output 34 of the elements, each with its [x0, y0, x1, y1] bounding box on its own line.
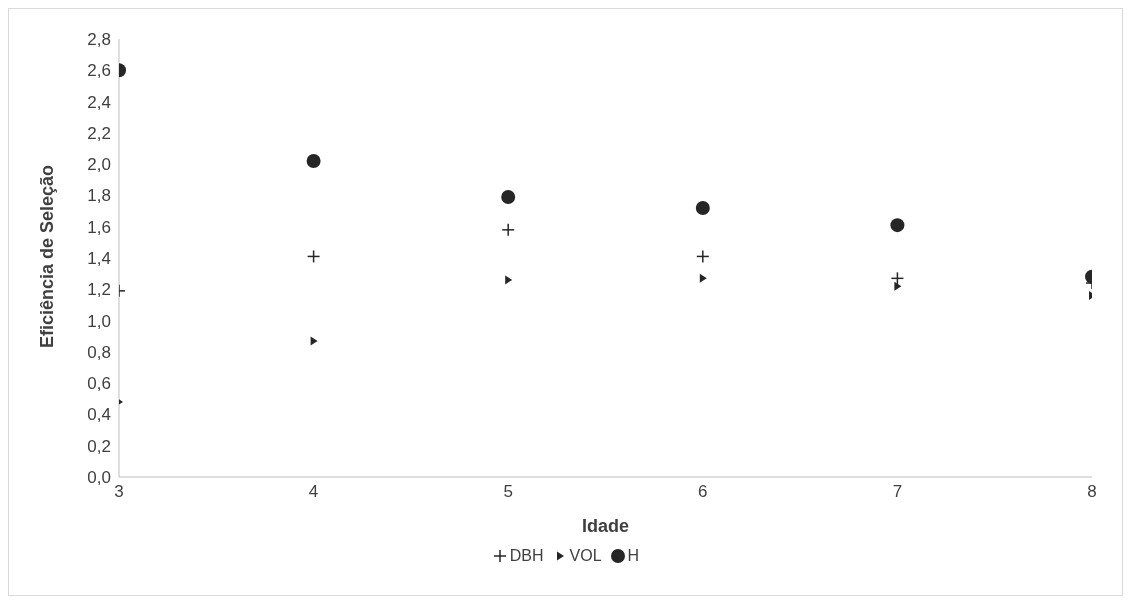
x-tick-label: 7 — [892, 482, 903, 502]
point — [894, 281, 902, 291]
y-tick-label: 1,8 — [87, 186, 111, 206]
y-tick-label: 2,8 — [87, 30, 111, 50]
point — [890, 218, 905, 233]
point — [501, 189, 516, 204]
x-tick-label: 5 — [503, 482, 513, 502]
y-tick-label: 1,2 — [87, 280, 111, 300]
legend-label: VOL — [569, 547, 602, 565]
y-axis-title: Eficiência de Seleção — [37, 164, 58, 348]
legend-label: H — [627, 547, 640, 565]
x-tick-label: 3 — [114, 482, 124, 502]
point — [505, 275, 513, 285]
point — [699, 273, 707, 283]
point — [695, 200, 710, 215]
y-tick-label: 0,4 — [87, 405, 111, 425]
x-tick-label: 4 — [308, 482, 319, 502]
y-tick-label: 0,8 — [87, 342, 111, 362]
y-tick-label: 1,6 — [87, 217, 111, 237]
y-tick-label: 0,6 — [87, 374, 111, 394]
point — [306, 154, 321, 169]
y-tick-label: 0,0 — [87, 468, 111, 488]
x-tick-label: 6 — [698, 482, 708, 502]
y-tick-label: 2,4 — [87, 92, 111, 112]
y-tick-label: 2,2 — [87, 123, 111, 143]
x-tick-label: 8 — [1087, 482, 1097, 502]
y-tick-label: 2,6 — [87, 61, 111, 81]
point — [310, 336, 318, 346]
x-axis-title: Idade — [581, 516, 630, 536]
y-tick-label: 0,2 — [87, 436, 111, 456]
y-tick-label: 2,0 — [87, 155, 111, 175]
y-tick-label: 1,4 — [87, 249, 111, 269]
y-tick-label: 1,0 — [87, 311, 111, 331]
legend-label: DBH — [509, 547, 544, 565]
